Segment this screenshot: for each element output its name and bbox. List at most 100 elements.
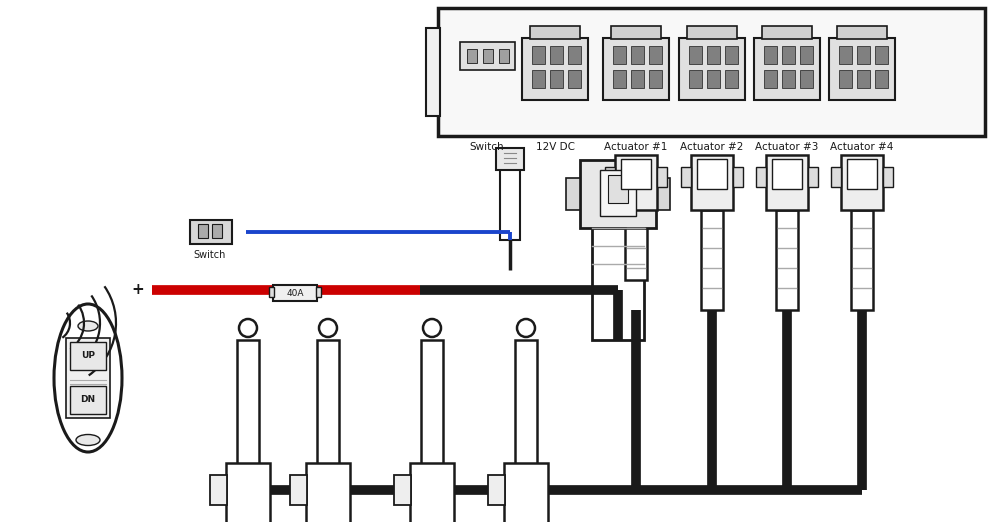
Bar bbox=[269, 287, 274, 297]
Bar bbox=[800, 46, 813, 64]
Bar bbox=[198, 224, 208, 238]
Bar bbox=[421, 340, 443, 465]
Bar bbox=[808, 167, 818, 187]
Bar bbox=[410, 463, 454, 522]
Bar bbox=[733, 167, 743, 187]
Bar bbox=[460, 42, 515, 70]
Bar bbox=[613, 70, 626, 88]
Bar bbox=[566, 178, 580, 210]
Bar bbox=[600, 170, 636, 216]
Text: Switch: Switch bbox=[194, 250, 226, 260]
Bar bbox=[496, 148, 524, 170]
Text: DN: DN bbox=[80, 396, 95, 405]
Bar bbox=[687, 26, 737, 39]
Bar bbox=[426, 28, 440, 116]
Bar bbox=[857, 46, 870, 64]
Bar bbox=[776, 210, 798, 310]
Bar bbox=[841, 155, 883, 210]
Bar bbox=[649, 70, 662, 88]
Bar bbox=[317, 340, 339, 465]
Bar bbox=[226, 463, 270, 522]
Text: Actuator #2: Actuator #2 bbox=[680, 142, 743, 152]
Bar bbox=[532, 70, 545, 88]
Bar bbox=[681, 167, 691, 187]
Bar bbox=[625, 210, 647, 280]
Bar bbox=[691, 155, 733, 210]
Bar bbox=[467, 49, 477, 63]
Bar bbox=[762, 26, 812, 39]
Bar bbox=[707, 46, 720, 64]
Circle shape bbox=[423, 319, 441, 337]
Bar bbox=[621, 159, 651, 189]
Bar bbox=[608, 175, 628, 203]
Bar bbox=[649, 46, 662, 64]
Bar bbox=[499, 49, 509, 63]
Bar bbox=[847, 159, 877, 189]
Bar bbox=[532, 46, 545, 64]
Bar bbox=[754, 38, 820, 100]
Bar bbox=[857, 70, 870, 88]
Bar bbox=[306, 463, 350, 522]
Bar bbox=[483, 49, 493, 63]
Bar bbox=[656, 178, 670, 210]
Bar bbox=[615, 155, 657, 210]
Text: Actuator #4: Actuator #4 bbox=[830, 142, 894, 152]
Bar bbox=[273, 285, 317, 301]
Bar bbox=[500, 160, 520, 240]
Bar bbox=[605, 167, 615, 187]
Text: 12V DC: 12V DC bbox=[535, 142, 575, 152]
Bar bbox=[883, 167, 893, 187]
Bar bbox=[613, 46, 626, 64]
Bar bbox=[689, 70, 702, 88]
Bar bbox=[837, 26, 887, 39]
Bar bbox=[66, 338, 110, 418]
Bar bbox=[237, 340, 259, 465]
Bar bbox=[679, 38, 745, 100]
Bar bbox=[438, 8, 985, 136]
Text: 40A: 40A bbox=[286, 289, 304, 298]
Bar bbox=[701, 210, 723, 310]
Bar bbox=[70, 342, 106, 370]
Bar bbox=[851, 210, 873, 310]
Bar bbox=[631, 46, 644, 64]
Ellipse shape bbox=[76, 434, 100, 445]
Bar bbox=[725, 46, 738, 64]
Text: Switch: Switch bbox=[470, 142, 504, 152]
Text: Actuator #1: Actuator #1 bbox=[605, 142, 668, 152]
Circle shape bbox=[239, 319, 257, 337]
Circle shape bbox=[517, 319, 535, 337]
Text: +: + bbox=[131, 282, 144, 298]
Bar bbox=[782, 70, 795, 88]
Bar bbox=[515, 340, 537, 465]
Bar bbox=[488, 475, 505, 505]
Bar bbox=[631, 70, 644, 88]
Bar bbox=[875, 70, 888, 88]
Bar bbox=[697, 159, 727, 189]
Bar bbox=[530, 26, 580, 39]
Bar bbox=[689, 46, 702, 64]
Bar bbox=[839, 46, 852, 64]
Bar bbox=[550, 70, 563, 88]
Bar bbox=[290, 475, 307, 505]
Bar bbox=[829, 38, 895, 100]
Circle shape bbox=[319, 319, 337, 337]
Bar bbox=[70, 386, 106, 414]
Bar bbox=[568, 70, 581, 88]
Bar bbox=[657, 167, 667, 187]
Bar bbox=[800, 70, 813, 88]
Bar bbox=[522, 38, 588, 100]
Bar bbox=[603, 38, 669, 100]
Text: Actuator #3: Actuator #3 bbox=[755, 142, 819, 152]
Bar bbox=[839, 70, 852, 88]
Bar bbox=[210, 475, 227, 505]
Bar bbox=[782, 46, 795, 64]
Bar bbox=[611, 26, 661, 39]
Bar bbox=[764, 46, 777, 64]
Bar bbox=[875, 46, 888, 64]
Text: UP: UP bbox=[81, 351, 95, 361]
Ellipse shape bbox=[78, 321, 98, 331]
Ellipse shape bbox=[54, 304, 122, 452]
Bar bbox=[831, 167, 841, 187]
Bar bbox=[190, 220, 232, 244]
Bar bbox=[212, 224, 222, 238]
